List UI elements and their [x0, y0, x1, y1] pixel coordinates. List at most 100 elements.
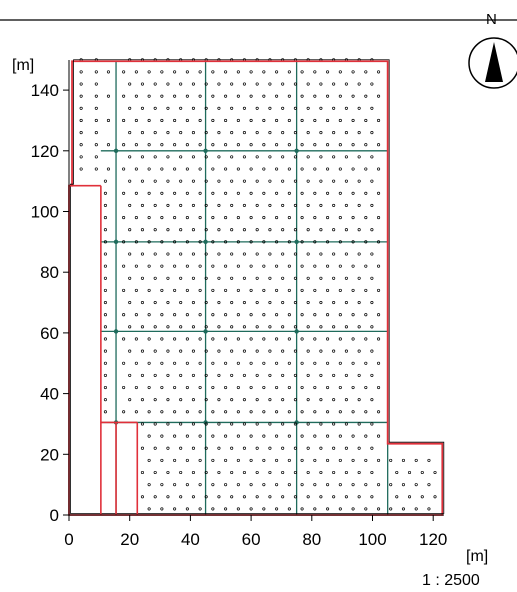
module-point: [224, 361, 228, 365]
module-point: [166, 422, 170, 426]
module-point: [364, 264, 368, 268]
module-point: [351, 167, 355, 171]
module-point: [338, 337, 342, 341]
module-point: [166, 373, 170, 377]
module-point: [217, 203, 221, 207]
module-point: [153, 155, 157, 159]
module-point: [268, 228, 272, 232]
module-point: [179, 276, 183, 280]
x-tick-label: 40: [181, 530, 200, 549]
module-point: [217, 179, 221, 183]
module-point: [185, 458, 189, 462]
north-label: N: [486, 11, 497, 28]
module-point: [351, 410, 355, 414]
module-point: [370, 252, 374, 256]
module-point: [185, 118, 189, 123]
module-point: [351, 264, 355, 268]
module-point: [204, 446, 208, 450]
module-point: [281, 131, 285, 135]
module-point: [242, 446, 246, 450]
module-point: [351, 458, 355, 462]
module-point: [160, 70, 164, 74]
module-point: [249, 143, 253, 147]
module-point: [377, 483, 381, 487]
module-point: [338, 434, 342, 438]
module-point: [287, 361, 291, 365]
module-point: [293, 276, 297, 280]
module-point: [249, 70, 253, 74]
module-point: [255, 276, 259, 280]
module-point: [79, 94, 83, 98]
module-point: [198, 288, 202, 292]
module-point: [332, 373, 336, 377]
module-point: [249, 216, 253, 220]
module-point: [319, 495, 323, 499]
module-point: [255, 252, 259, 256]
module-point: [313, 191, 317, 195]
x-tick-label: 60: [242, 530, 261, 549]
module-point: [313, 143, 317, 147]
module-point: [281, 228, 285, 232]
grid-node: [294, 239, 299, 245]
module-point: [319, 398, 323, 402]
module-point: [166, 203, 170, 207]
module-point: [338, 191, 342, 195]
module-point: [313, 361, 317, 365]
module-point: [262, 337, 266, 341]
module-point: [319, 422, 323, 426]
module-point: [357, 179, 361, 183]
module-point: [262, 94, 266, 98]
module-point: [281, 349, 285, 353]
module-point: [191, 228, 195, 232]
module-point: [262, 288, 266, 292]
module-point: [147, 70, 151, 74]
module-point: [370, 276, 374, 280]
module-point: [224, 143, 228, 147]
module-point: [370, 495, 374, 499]
module-point: [140, 495, 144, 499]
module-point: [211, 143, 215, 147]
module-point: [103, 373, 107, 377]
module-point: [338, 507, 342, 511]
module-point: [128, 398, 132, 402]
module-point: [313, 264, 317, 268]
module-point: [268, 131, 272, 135]
module-point: [275, 507, 279, 511]
module-point: [319, 300, 323, 305]
module-point: [332, 106, 336, 110]
module-point: [306, 131, 310, 135]
module-point: [275, 191, 279, 195]
module-point: [306, 155, 310, 159]
module-point: [275, 434, 279, 438]
module-point: [166, 470, 170, 475]
module-point: [173, 507, 177, 511]
module-point: [211, 118, 215, 123]
module-point: [249, 507, 253, 511]
module-point: [370, 155, 374, 159]
module-point: [198, 118, 202, 123]
module-point: [275, 216, 279, 220]
module-point: [377, 264, 381, 268]
module-point: [160, 361, 164, 365]
module-point: [191, 398, 195, 402]
module-point: [326, 458, 330, 462]
module-point: [185, 361, 189, 365]
module-point: [204, 373, 208, 377]
module-point: [173, 483, 177, 487]
module-point: [351, 337, 355, 341]
module-point: [204, 106, 208, 110]
module-point: [255, 82, 259, 86]
module-point: [357, 495, 361, 499]
module-point: [147, 434, 151, 438]
module-point: [357, 155, 361, 159]
module-point: [140, 82, 144, 86]
module-point: [185, 337, 189, 341]
module-point: [300, 240, 304, 244]
module-point: [198, 337, 202, 341]
module-point: [103, 276, 107, 280]
module-point: [332, 470, 336, 475]
module-point: [344, 179, 348, 183]
module-point: [217, 276, 221, 280]
module-points: [79, 58, 437, 511]
module-point: [281, 495, 285, 499]
